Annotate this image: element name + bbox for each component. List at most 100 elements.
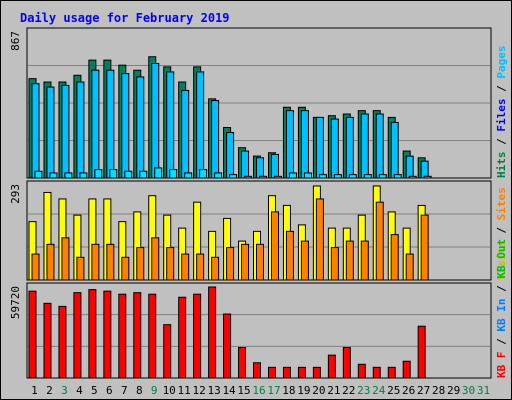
panel-1-legend-segment: / xyxy=(495,132,508,152)
bar-kb-f-day-10 xyxy=(163,324,172,379)
panel-2-legend-segment: Visits xyxy=(495,240,508,280)
bar-sites-day-12 xyxy=(196,253,205,281)
bar-sites-day-3 xyxy=(61,237,70,281)
bar-kb-f-day-3 xyxy=(58,305,67,379)
bar-pages-day-20 xyxy=(318,174,327,179)
day-label-27: 27 xyxy=(417,384,430,397)
bar-files-day-20 xyxy=(315,116,324,179)
bar-files-day-3 xyxy=(61,84,70,179)
bar-pages-day-2 xyxy=(49,172,58,179)
bar-sites-day-8 xyxy=(136,247,145,281)
bar-sites-day-27 xyxy=(420,214,429,281)
bar-kb-f-day-17 xyxy=(267,366,276,379)
panel-1-legend: Hits / Files / Pages xyxy=(495,46,508,179)
panel-3-legend-segment: KB F xyxy=(495,352,508,379)
bar-pages-day-5 xyxy=(94,169,103,179)
day-label-10: 10 xyxy=(163,384,176,397)
day-label-15: 15 xyxy=(237,384,250,397)
day-label-29: 29 xyxy=(447,384,460,397)
bar-sites-day-6 xyxy=(106,243,115,281)
bar-files-day-16 xyxy=(256,157,265,179)
bar-pages-day-17 xyxy=(273,175,282,179)
panel-3-max-label: 59720 xyxy=(9,286,22,319)
bar-pages-day-19 xyxy=(303,172,312,179)
bar-files-day-14 xyxy=(226,132,235,179)
bar-files-day-25 xyxy=(390,121,399,179)
bar-pages-day-21 xyxy=(333,174,342,179)
bar-kb-f-day-9 xyxy=(148,293,157,379)
bar-kb-f-day-18 xyxy=(282,366,291,379)
day-label-22: 22 xyxy=(342,384,355,397)
bar-files-day-12 xyxy=(196,71,205,179)
bar-sites-day-4 xyxy=(76,256,85,281)
bar-files-day-15 xyxy=(241,150,250,179)
panel-1-legend-segment: Hits xyxy=(495,152,508,179)
bar-files-day-10 xyxy=(166,71,175,179)
bar-pages-day-6 xyxy=(109,169,118,179)
bar-kb-f-day-22 xyxy=(342,347,351,379)
bar-kb-f-day-13 xyxy=(208,286,217,379)
bar-pages-day-9 xyxy=(154,167,163,179)
panel-2-max-label: 293 xyxy=(9,184,22,204)
day-label-14: 14 xyxy=(222,384,236,397)
day-label-19: 19 xyxy=(297,384,310,397)
day-label-12: 12 xyxy=(193,384,206,397)
bar-pages-day-11 xyxy=(184,172,193,179)
panel-3-legend-segment: KB In xyxy=(495,299,508,332)
bar-pages-day-18 xyxy=(288,172,297,179)
day-label-20: 20 xyxy=(312,384,325,397)
day-label-8: 8 xyxy=(136,384,143,397)
day-label-25: 25 xyxy=(387,384,400,397)
panel-3-legend-segment: / xyxy=(495,332,508,352)
bar-kb-f-day-19 xyxy=(297,366,306,379)
bar-sites-day-25 xyxy=(390,234,399,281)
bar-sites-day-14 xyxy=(226,247,235,281)
bar-sites-day-1 xyxy=(31,253,40,281)
bar-files-day-18 xyxy=(285,110,294,179)
bar-sites-day-16 xyxy=(256,243,265,281)
day-label-28: 28 xyxy=(432,384,445,397)
bar-pages-day-13 xyxy=(214,172,223,179)
day-label-31: 31 xyxy=(477,384,490,397)
day-label-1: 1 xyxy=(31,384,38,397)
bar-files-day-23 xyxy=(360,113,369,179)
bar-kb-f-day-23 xyxy=(357,363,366,379)
bar-kb-f-day-8 xyxy=(133,292,142,379)
panel-1-legend-segment: / xyxy=(495,79,508,99)
bar-pages-day-26 xyxy=(408,175,417,179)
bar-kb-f-day-14 xyxy=(223,313,232,379)
bar-files-day-7 xyxy=(121,73,130,179)
bar-kb-f-day-27 xyxy=(417,325,426,379)
bar-files-day-1 xyxy=(31,83,40,179)
bar-pages-day-10 xyxy=(169,169,178,179)
chart-title: Daily usage for February 2019 xyxy=(20,11,230,25)
bar-files-day-13 xyxy=(211,100,220,179)
bar-pages-day-24 xyxy=(378,174,387,179)
bar-kb-f-day-24 xyxy=(372,366,381,379)
bar-kb-f-day-25 xyxy=(387,366,396,379)
bar-kb-f-day-2 xyxy=(43,302,52,379)
bar-files-day-5 xyxy=(91,69,100,179)
day-label-21: 21 xyxy=(327,384,340,397)
bar-files-day-24 xyxy=(375,113,384,179)
bar-kb-f-day-5 xyxy=(88,289,97,379)
day-label-17: 17 xyxy=(267,384,280,397)
bar-kb-f-day-20 xyxy=(312,366,321,379)
bar-kb-f-day-11 xyxy=(178,296,187,379)
bar-files-day-6 xyxy=(106,69,115,179)
bar-pages-day-14 xyxy=(229,174,238,179)
bar-sites-day-11 xyxy=(181,253,190,281)
bar-pages-day-23 xyxy=(363,174,372,179)
bar-kb-f-day-21 xyxy=(327,354,336,379)
day-label-23: 23 xyxy=(357,384,370,397)
day-label-3: 3 xyxy=(61,384,68,397)
bar-kb-f-day-15 xyxy=(238,347,247,379)
bar-kb-f-day-16 xyxy=(253,362,262,379)
bar-sites-day-17 xyxy=(270,211,279,281)
panel-2-legend: Visits / Sites xyxy=(495,187,508,280)
bar-files-day-22 xyxy=(345,116,354,179)
bar-files-day-26 xyxy=(405,155,414,179)
bar-sites-day-13 xyxy=(211,256,220,281)
day-label-13: 13 xyxy=(207,384,220,397)
day-label-5: 5 xyxy=(91,384,98,397)
